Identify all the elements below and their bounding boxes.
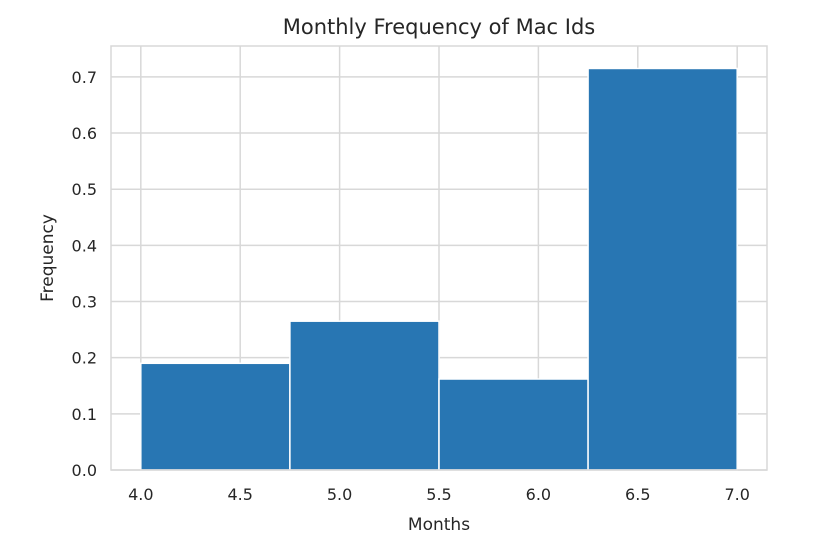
x-tick-label: 4.0 bbox=[128, 485, 153, 504]
x-tick-label: 6.5 bbox=[625, 485, 650, 504]
x-tick-label: 6.0 bbox=[526, 485, 551, 504]
x-tick-label: 5.0 bbox=[327, 485, 352, 504]
y-tick-label: 0.0 bbox=[72, 461, 97, 480]
x-tick-label: 5.5 bbox=[426, 485, 451, 504]
y-axis-label: Frequency bbox=[38, 214, 58, 302]
x-tick-label: 4.5 bbox=[227, 485, 252, 504]
plot-frame bbox=[110, 45, 768, 471]
y-tick-label: 0.3 bbox=[72, 293, 97, 312]
histogram-bar bbox=[289, 320, 440, 471]
y-tick-label: 0.4 bbox=[72, 236, 97, 255]
y-tick-label: 0.1 bbox=[72, 405, 97, 424]
y-axis-ticks: 0.0 0.1 0.2 0.3 0.4 0.5 0.6 0.7 bbox=[72, 68, 97, 480]
histogram-bar bbox=[140, 362, 291, 471]
y-tick-label: 0.2 bbox=[72, 349, 97, 368]
chart-title: Monthly Frequency of Mac Ids bbox=[283, 15, 596, 39]
histogram-bar bbox=[438, 378, 589, 471]
histogram-bar bbox=[587, 67, 738, 471]
y-tick-label: 0.6 bbox=[72, 124, 97, 143]
y-tick-label: 0.5 bbox=[72, 180, 97, 199]
x-axis-label: Months bbox=[408, 515, 470, 535]
x-tick-label: 7.0 bbox=[724, 485, 749, 504]
x-axis-ticks: 4.0 4.5 5.0 5.5 6.0 6.5 7.0 bbox=[128, 485, 750, 504]
y-tick-label: 0.7 bbox=[72, 68, 97, 87]
histogram-bars bbox=[140, 67, 738, 471]
